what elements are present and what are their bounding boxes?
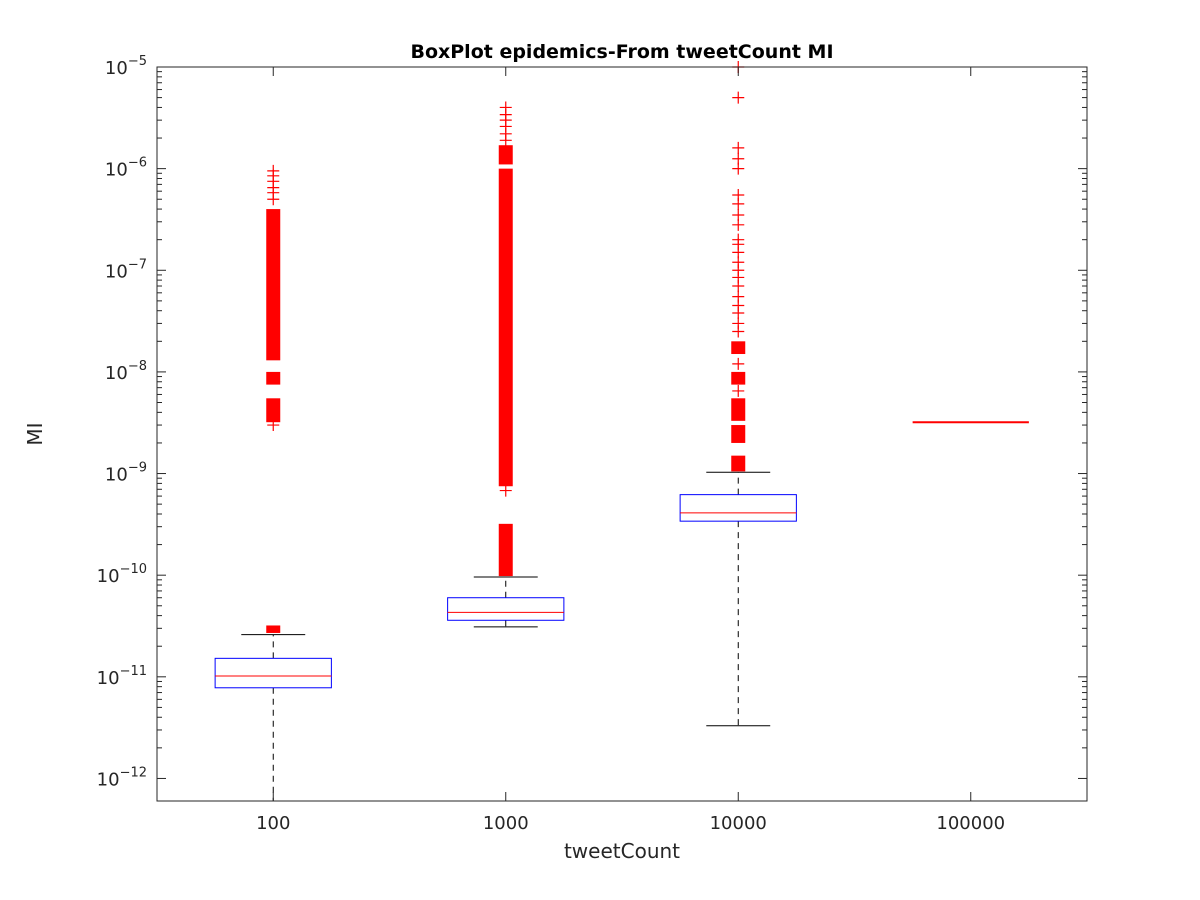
axes-frame [156, 66, 1088, 802]
outlier-point [499, 101, 512, 114]
x-axis-label: tweetCount [564, 839, 680, 863]
x-tick-label: 100000 [936, 813, 1005, 834]
y-tick-label: 10−12 [97, 765, 147, 790]
outlier-point [732, 91, 745, 104]
outlier-point [732, 208, 745, 221]
outlier-point [732, 317, 745, 330]
outlier-band [731, 371, 746, 385]
outlier-point [499, 484, 512, 497]
x-tick-label: 100 [256, 813, 290, 834]
outlier-point [732, 290, 745, 303]
y-tick-label: 10−10 [97, 562, 147, 587]
plot-area [157, 67, 1087, 801]
x-tick-label: 1000 [483, 813, 529, 834]
chart-marks [214, 61, 1029, 802]
outlier-point [732, 233, 745, 246]
y-tick-label: 10−8 [105, 359, 147, 384]
outlier-point [732, 141, 745, 154]
box-group-100 [214, 164, 332, 802]
x-tick-label: 10000 [710, 813, 767, 834]
outlier-band [731, 425, 746, 443]
y-tick-label: 10−11 [97, 664, 147, 689]
box [214, 657, 332, 689]
outlier-band [498, 523, 513, 577]
chart-title: BoxPlot epidemics-From tweetCount MI [410, 41, 833, 63]
outlier-band [731, 398, 746, 421]
axis-ticks: 10−12 10−11 10−10 10−9 10−8 10−7 10−6 10−5 100 10… [97, 54, 1087, 834]
y-axis-label: MI [23, 422, 47, 445]
outlier-band [731, 455, 746, 472]
y-tick-label: 10−5 [105, 54, 147, 79]
y-tick-label: 10−9 [105, 461, 147, 486]
box-group-1000 [447, 101, 565, 628]
outlier-point [732, 357, 745, 370]
outlier-point [732, 152, 745, 165]
outlier-band [266, 209, 281, 361]
outlier-point [267, 419, 280, 432]
outlier-band [266, 398, 281, 423]
outlier-band [498, 145, 513, 165]
outlier-band [498, 168, 513, 487]
box [679, 494, 797, 522]
outlier-point [732, 384, 745, 397]
outlier-band [266, 625, 281, 633]
outlier-point [267, 164, 280, 177]
y-tick-label: 10−6 [105, 156, 147, 181]
outlier-band [731, 341, 746, 355]
outlier-band [266, 371, 281, 385]
box [447, 597, 565, 621]
y-tick-label: 10−7 [105, 257, 147, 282]
outlier-point [732, 189, 745, 202]
